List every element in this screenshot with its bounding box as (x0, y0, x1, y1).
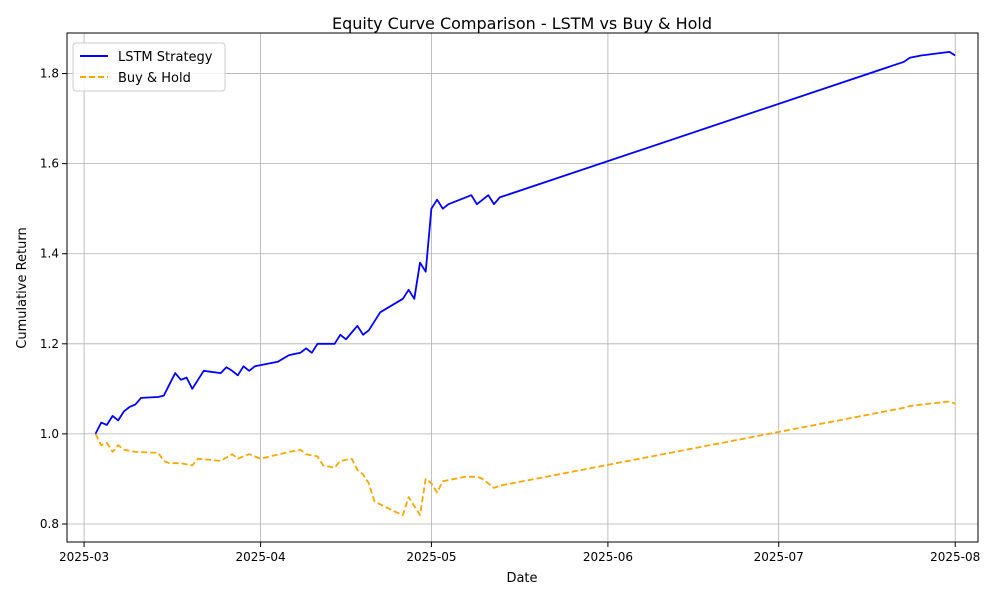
x-tick-label: 2025-03 (59, 550, 109, 564)
y-tick-label: 1.4 (40, 247, 59, 261)
legend-box (72, 42, 226, 92)
y-tick-label: 1.0 (40, 427, 59, 441)
y-tick-label: 1.6 (40, 157, 59, 171)
chart-title: Equity Curve Comparison - LSTM vs Buy & … (332, 14, 712, 33)
y-tick-label: 1.2 (40, 337, 59, 351)
x-tick-label: 2025-06 (583, 550, 633, 564)
legend-label-buy-hold: Buy & Hold (118, 71, 191, 86)
y-tick-label: 1.8 (40, 67, 59, 81)
grid-lines (67, 33, 978, 542)
series-line-lstm (94, 51, 956, 435)
x-axis-label: Date (506, 571, 537, 586)
x-tick-label: 2025-08 (930, 550, 980, 564)
x-tick-label: 2025-07 (754, 550, 804, 564)
x-tick-label: 2025-05 (406, 550, 456, 564)
y-axis-label: Cumulative Return (15, 227, 30, 348)
x-axis-ticks: 2025-03 2025-04 2025-05 2025-06 2025-07 2025-… (59, 542, 980, 564)
plot-area-frame (66, 32, 979, 543)
y-axis-ticks: 0.8 1.0 1.2 1.4 1.6 1.8 (40, 67, 67, 531)
series-lines (94, 51, 956, 516)
y-tick-label: 0.8 (40, 517, 59, 531)
legend-label-lstm: LSTM Strategy (118, 50, 213, 65)
series-line-buy-hold (94, 400, 956, 516)
x-tick-label: 2025-04 (236, 550, 286, 564)
legend: LSTM Strategy Buy & Hold (72, 42, 226, 92)
